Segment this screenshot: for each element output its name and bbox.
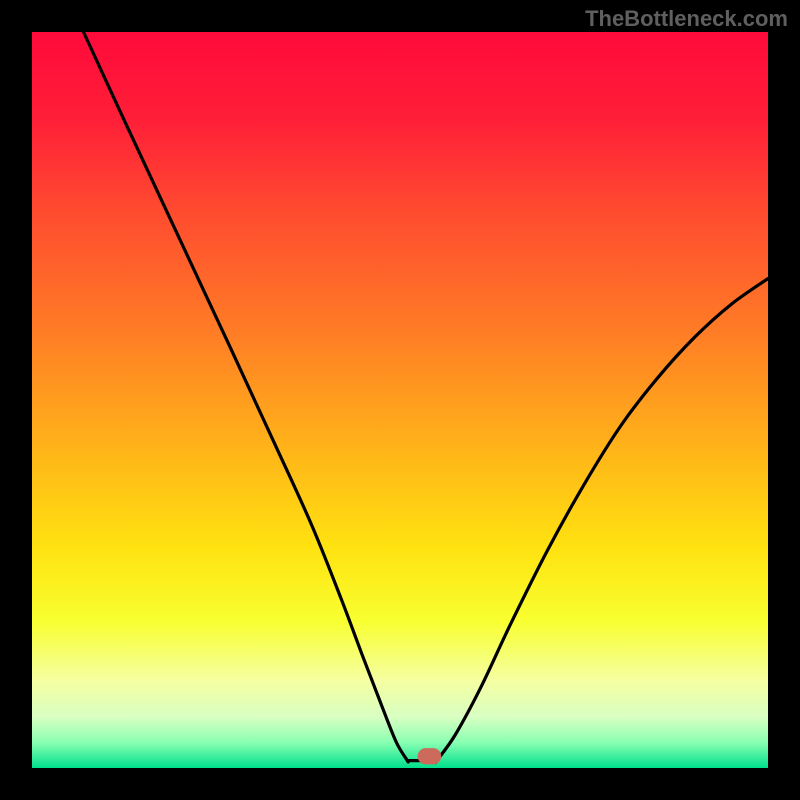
branding-text: TheBottleneck.com (585, 6, 788, 31)
bottleneck-marker (418, 748, 442, 764)
bottleneck-chart: TheBottleneck.com (0, 0, 800, 800)
plot-area (32, 32, 768, 768)
